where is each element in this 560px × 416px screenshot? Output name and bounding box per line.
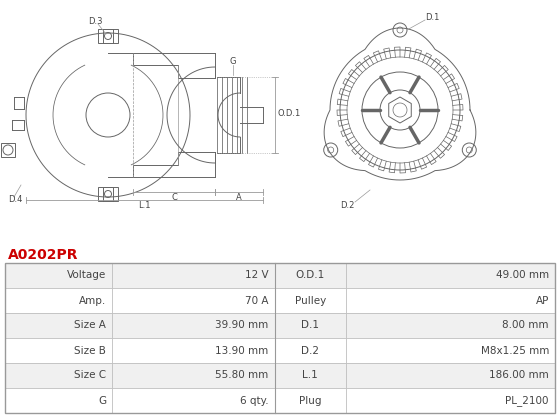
Bar (346, 288, 555, 313)
Bar (346, 388, 555, 413)
Text: PL_2100: PL_2100 (506, 395, 549, 406)
Text: G: G (98, 396, 106, 406)
Text: M8x1.25 mm: M8x1.25 mm (480, 346, 549, 356)
Text: G: G (230, 57, 236, 67)
Text: 39.90 mm: 39.90 mm (215, 320, 268, 330)
Text: L.1: L.1 (302, 371, 318, 381)
Text: 6 qty.: 6 qty. (240, 396, 268, 406)
Text: 70 A: 70 A (245, 295, 268, 305)
Bar (98, 187, 118, 201)
Bar (346, 363, 555, 388)
Text: 13.90 mm: 13.90 mm (215, 346, 268, 356)
Text: Voltage: Voltage (67, 270, 106, 280)
Bar (112, 338, 274, 363)
Bar (98, 29, 118, 43)
Bar (5, 313, 112, 338)
Bar (1, 143, 15, 157)
Bar (274, 263, 346, 288)
Bar (346, 263, 555, 288)
Text: D.2: D.2 (301, 346, 319, 356)
Text: D.4: D.4 (8, 195, 22, 203)
Text: Pulley: Pulley (295, 295, 326, 305)
Bar (274, 313, 346, 338)
Text: L.1: L.1 (138, 201, 151, 210)
Bar (5, 263, 112, 288)
Bar (5, 388, 112, 413)
Bar (103, 29, 113, 43)
Text: O.D.1: O.D.1 (296, 270, 325, 280)
Text: Size A: Size A (74, 320, 106, 330)
Text: 55.80 mm: 55.80 mm (215, 371, 268, 381)
Bar (346, 338, 555, 363)
Text: Size C: Size C (74, 371, 106, 381)
Bar (5, 338, 112, 363)
Bar (274, 338, 346, 363)
Bar (5, 263, 555, 413)
Text: D.2: D.2 (340, 201, 354, 210)
Text: 12 V: 12 V (245, 270, 268, 280)
Bar (103, 187, 113, 201)
Text: O.D.1: O.D.1 (278, 109, 301, 117)
Text: Amp.: Amp. (79, 295, 106, 305)
Bar (5, 363, 112, 388)
Bar (274, 288, 346, 313)
Bar (112, 288, 274, 313)
Text: Plug: Plug (299, 396, 321, 406)
Text: D.1: D.1 (425, 12, 440, 22)
Bar (5, 288, 112, 313)
Bar (112, 363, 274, 388)
Bar (112, 263, 274, 288)
Bar (112, 313, 274, 338)
Bar (274, 363, 346, 388)
Bar (112, 388, 274, 413)
Bar (274, 388, 346, 413)
Text: C: C (171, 193, 177, 202)
Bar (346, 313, 555, 338)
Text: Size B: Size B (74, 346, 106, 356)
Text: 8.00 mm: 8.00 mm (502, 320, 549, 330)
Text: D.1: D.1 (301, 320, 319, 330)
Text: 49.00 mm: 49.00 mm (496, 270, 549, 280)
Text: 186.00 mm: 186.00 mm (489, 371, 549, 381)
Text: A: A (236, 193, 242, 202)
Text: D.3: D.3 (88, 17, 102, 25)
Text: A0202PR: A0202PR (8, 248, 78, 262)
Text: AP: AP (535, 295, 549, 305)
